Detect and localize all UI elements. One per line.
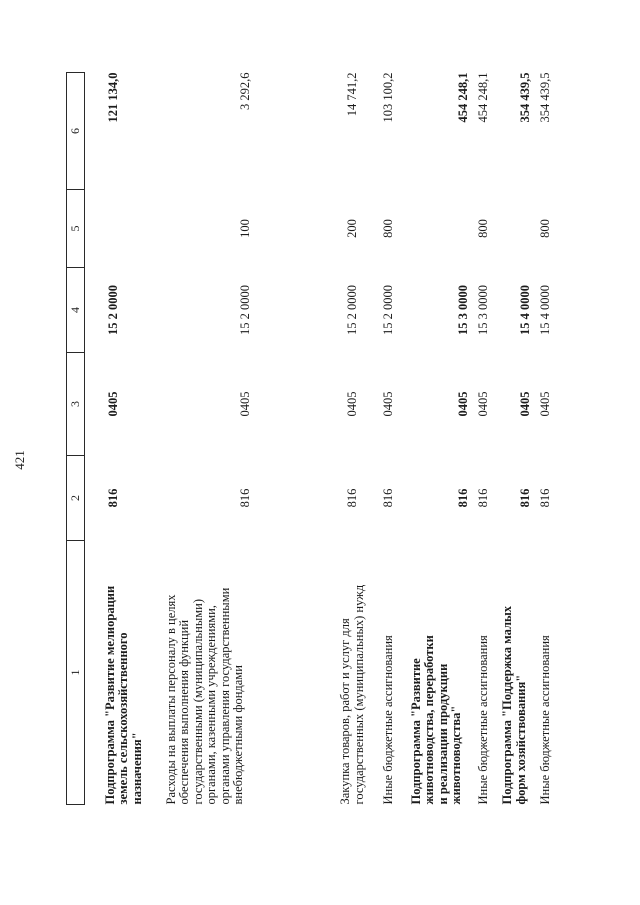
page-number: 421: [12, 450, 27, 470]
value-cell: 15 2 0000: [344, 285, 359, 335]
value-cell: 816: [344, 488, 359, 508]
row-label-cell: Подпрограмма "Развитие мелиорации земель…: [102, 585, 144, 805]
value-cell: 816: [518, 488, 532, 508]
table-row: Расходы на выплаты персоналу в целях обе…: [163, 73, 329, 805]
table-row: Подпрограмма "Поддержка малых форм хозяй…: [496, 73, 534, 805]
column-header-3: 3: [66, 352, 85, 456]
budget-table: 1 2 3 4 5 6 Подпрограмма "Развитие мелио…: [66, 72, 559, 805]
value-cell: 800: [475, 219, 490, 238]
value-cell: 816: [381, 488, 396, 508]
amount-cell: 454 248,1: [456, 72, 470, 123]
table-row: Иные бюджетные ассигнования 816 0405 15 …: [534, 73, 559, 805]
table-body: Подпрограмма "Развитие мелиорации земель…: [85, 73, 559, 805]
row-label-cell: Иные бюджетные ассигнования: [475, 635, 490, 805]
value-cell: 0405: [538, 391, 553, 417]
value-cell: [496, 190, 534, 268]
value-cell: 816: [538, 488, 553, 508]
value-cell: 100: [237, 219, 252, 238]
value-cell: 0405: [456, 391, 470, 417]
row-label-cell: Подпрограмма "Развитие животноводства, п…: [408, 635, 464, 805]
table-row: Иные бюджетные ассигнования 816 0405 15 …: [472, 73, 496, 805]
value-cell: 816: [456, 488, 470, 508]
amount-cell: 3 292,6: [237, 72, 252, 111]
amount-cell: 454 248,1: [475, 72, 490, 123]
amount-cell: 354 439,5: [538, 72, 553, 123]
value-cell: 800: [538, 219, 553, 238]
row-label-cell: Расходы на выплаты персоналу в целях обе…: [163, 587, 246, 805]
value-cell: 0405: [381, 391, 396, 417]
value-cell: 0405: [518, 391, 532, 417]
value-cell: 15 3 0000: [475, 285, 490, 335]
row-label-cell: Закупка товаров, работ и услуг для госуд…: [338, 584, 366, 805]
value-cell: 15 4 0000: [538, 285, 553, 335]
table-header: 1 2 3 4 5 6: [66, 72, 85, 805]
amount-cell: 121 134,0: [106, 72, 120, 123]
column-header-6: 6: [66, 72, 85, 190]
header-row: 1 2 3 4 5 6: [66, 72, 85, 805]
table-row: Закупка товаров, работ и услуг для госуд…: [329, 73, 377, 805]
row-label-cell: Иные бюджетные ассигнования: [538, 635, 553, 805]
column-header-4: 4: [66, 267, 85, 353]
value-cell: 0405: [237, 391, 252, 417]
table-row: Иные бюджетные ассигнования 816 0405 15 …: [377, 73, 402, 805]
value-cell: 0405: [344, 391, 359, 417]
column-header-1: 1: [66, 540, 85, 805]
amount-cell: 14 741,2: [344, 72, 359, 117]
column-header-2: 2: [66, 455, 85, 541]
value-cell: [402, 190, 472, 268]
value-cell: 15 2 0000: [106, 285, 120, 335]
value-cell: 15 4 0000: [518, 285, 532, 335]
value-cell: 0405: [475, 391, 490, 417]
value-cell: 816: [237, 488, 252, 508]
row-label-cell: Подпрограмма "Поддержка малых форм хозяй…: [500, 606, 528, 805]
value-cell: [85, 190, 163, 268]
amount-cell: 103 100,2: [381, 72, 396, 123]
row-label-cell: Иные бюджетные ассигнования: [381, 635, 396, 805]
value-cell: 15 2 0000: [237, 285, 252, 335]
value-cell: 816: [475, 488, 490, 508]
amount-cell: 354 439,5: [518, 72, 532, 123]
column-header-5: 5: [66, 189, 85, 268]
value-cell: 200: [344, 219, 359, 238]
table-row: Подпрограмма "Развитие животноводства, п…: [402, 73, 472, 805]
value-cell: 800: [381, 219, 396, 238]
table-row: Подпрограмма "Развитие мелиорации земель…: [85, 73, 163, 805]
value-cell: 15 2 0000: [381, 285, 396, 335]
value-cell: 816: [106, 488, 120, 508]
value-cell: 0405: [106, 391, 120, 417]
value-cell: 15 3 0000: [456, 285, 470, 335]
